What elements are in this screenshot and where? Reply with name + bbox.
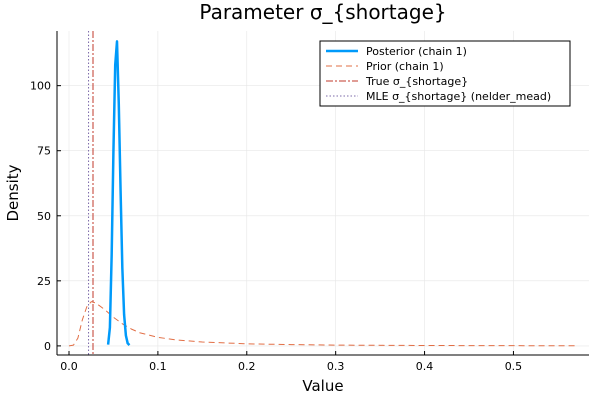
x-tick-label: 0.0 — [60, 360, 78, 373]
x-tick-label: 0.1 — [149, 360, 167, 373]
x-tick-label: 0.3 — [327, 360, 345, 373]
posterior-density-line — [106, 40, 131, 346]
x-axis-title: Value — [302, 377, 343, 395]
y-tick-label: 75 — [37, 145, 51, 158]
y-axis-title: Density — [4, 164, 22, 221]
x-tick-label: 0.5 — [505, 360, 523, 373]
prior-density-line — [68, 301, 576, 347]
y-tick-label: 100 — [30, 80, 51, 93]
x-tick-label: 0.2 — [238, 360, 256, 373]
legend-label-mle: MLE σ_{shortage} (nelder_mead) — [366, 90, 551, 103]
chart-title: Parameter σ_{shortage} — [199, 0, 446, 24]
legend-label-posterior: Posterior (chain 1) — [366, 45, 467, 58]
legend-label-true: True σ_{shortage} — [365, 75, 468, 88]
x-tick-label: 0.4 — [416, 360, 434, 373]
legend-label-prior: Prior (chain 1) — [366, 60, 444, 73]
legend: Posterior (chain 1) Prior (chain 1) True… — [319, 40, 571, 107]
x-ticks: 0.0 0.1 0.2 0.3 0.4 0.5 — [60, 351, 522, 373]
y-ticks: 0 25 50 75 100 — [30, 80, 61, 353]
y-tick-label: 0 — [44, 340, 51, 353]
y-tick-label: 50 — [37, 210, 51, 223]
y-tick-label: 25 — [37, 275, 51, 288]
axes — [56, 31, 589, 356]
legend-box — [319, 40, 571, 107]
series-layer — [68, 31, 576, 355]
